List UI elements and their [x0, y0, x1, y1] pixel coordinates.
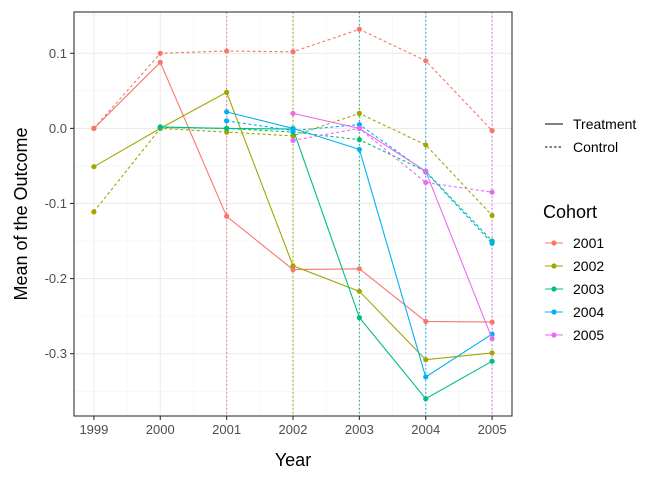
data-point-2002-treatment-1999	[91, 164, 97, 170]
x-tick-label: 2004	[411, 422, 440, 437]
data-point-2001-control-2000	[157, 50, 163, 56]
y-tick-label: -0.2	[45, 271, 67, 286]
x-tick-label: 2003	[345, 422, 374, 437]
data-point-2004-treatment-2004	[423, 374, 429, 380]
data-point-2002-control-2004	[423, 142, 429, 148]
data-point-2005-treatment-2004	[423, 168, 429, 174]
series-line-2005-control	[292, 127, 493, 193]
data-point-2001-control-2001	[224, 48, 230, 54]
data-point-2003-control-2001	[224, 125, 230, 131]
data-point-2002-treatment-2002	[290, 263, 296, 269]
legend-key-point-2003	[551, 286, 557, 292]
legend-label-2003: 2003	[573, 281, 604, 297]
data-point-2002-treatment-2001	[224, 89, 230, 95]
data-point-2002-treatment-2004	[423, 357, 429, 363]
data-point-2001-treatment-2003	[356, 266, 362, 272]
legend-label-2004: 2004	[573, 304, 604, 320]
y-tick-label: -0.3	[45, 346, 67, 361]
data-point-2003-control-2000	[157, 125, 163, 131]
legend-key-point-2004	[551, 309, 557, 315]
data-point-2005-control-2005	[489, 189, 495, 195]
y-tick-label: 0.1	[49, 46, 67, 61]
data-point-2004-treatment-2003	[356, 146, 362, 153]
cohort-legend: Cohort 2001 2002 2003 2004 2005	[543, 202, 604, 343]
data-point-2003-treatment-2005	[489, 358, 495, 364]
data-point-2004-control-2001	[224, 118, 230, 124]
data-point-2001-treatment-2005	[489, 319, 495, 325]
x-tick-label: 1999	[79, 422, 108, 437]
data-point-2002-treatment-2003	[356, 288, 362, 294]
series-layer	[91, 26, 495, 402]
data-point-2001-control-2003	[356, 26, 362, 32]
y-tick-label: 0.0	[49, 121, 67, 136]
data-point-2005-control-2002	[290, 137, 296, 144]
data-point-2005-treatment-2002	[290, 110, 296, 116]
data-point-2004-treatment-2001	[224, 109, 230, 115]
legend-label-2001: 2001	[573, 235, 604, 251]
y-tick-label: -0.1	[45, 196, 67, 211]
data-point-2002-treatment-2005	[489, 350, 495, 356]
data-point-2002-control-2002	[290, 133, 296, 139]
legend-label-2002: 2002	[573, 258, 604, 274]
data-point-2001-treatment-2002	[290, 266, 296, 273]
data-point-2001-treatment-2004	[423, 318, 429, 324]
data-point-2002-control-2003	[356, 110, 362, 116]
x-tick-label: 2001	[212, 422, 241, 437]
x-tick-label: 2005	[478, 422, 507, 437]
treatment-start-lines	[226, 12, 493, 416]
data-point-2001-treatment-2000	[157, 59, 163, 65]
data-point-2005-treatment-2005	[489, 336, 495, 342]
data-point-2002-control-2005	[489, 212, 495, 219]
legend-label-2005: 2005	[573, 327, 604, 343]
data-point-2003-treatment-2003	[356, 315, 362, 321]
axes: 0.1 0.0 -0.1 -0.2 -0.3 1999 2000 2001 2002 2003 20…	[45, 46, 507, 437]
y-axis-title: Mean of the Outcome	[11, 127, 31, 300]
data-point-2001-control-2002	[290, 49, 296, 55]
linetype-legend: Treatment Control	[545, 116, 636, 155]
data-point-2004-control-2005	[489, 240, 495, 246]
data-point-2001-control-2005	[489, 128, 495, 134]
data-point-2001-control-2004	[423, 58, 429, 64]
data-point-2003-treatment-2004	[423, 396, 429, 402]
data-point-2005-control-2003	[356, 125, 362, 131]
data-point-2004-control-2003	[356, 122, 362, 128]
data-point-2001-treatment-2001	[224, 213, 230, 219]
legend-key-point-2001	[551, 240, 557, 246]
x-axis-title: Year	[275, 450, 311, 470]
series-line-2003-control	[160, 127, 493, 242]
data-point-2002-control-2001	[224, 129, 230, 135]
data-point-2003-control-2003	[356, 137, 362, 143]
data-point-2005-control-2004	[423, 179, 429, 186]
legend-key-point-2005	[551, 332, 557, 338]
legend-key-point-2002	[551, 263, 557, 269]
legend-label-control: Control	[573, 139, 618, 155]
legend-title: Cohort	[543, 202, 597, 222]
x-tick-label: 2002	[279, 422, 308, 437]
x-tick-label: 2000	[146, 422, 175, 437]
series-line-2005-treatment	[292, 112, 493, 339]
legend-label-treatment: Treatment	[573, 116, 636, 132]
data-point-2004-control-2002	[290, 128, 296, 134]
data-point-2001-control-1999	[91, 125, 97, 131]
data-point-2002-control-1999	[91, 209, 97, 215]
